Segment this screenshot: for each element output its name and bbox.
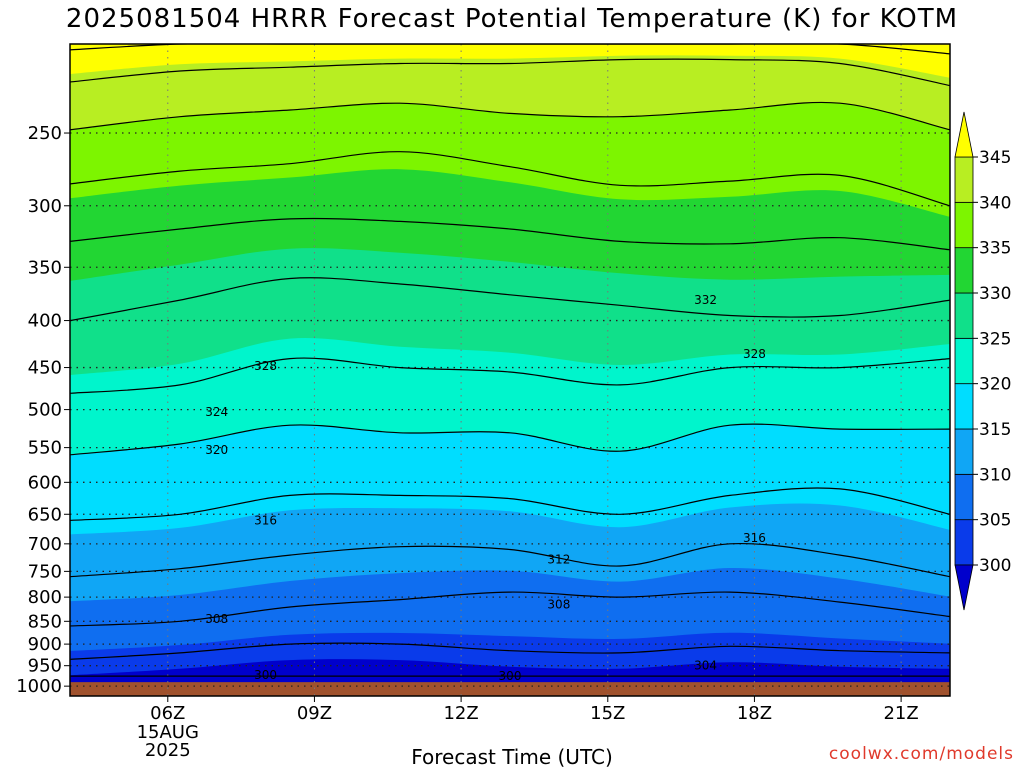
colorbar-under-triangle xyxy=(954,564,974,611)
contour-label-308-8: 308 xyxy=(205,612,228,626)
colorbar-band-340 xyxy=(954,156,974,203)
y-tick-label-400: 400 xyxy=(28,311,62,332)
contour-label-316-5: 316 xyxy=(254,513,277,527)
contour-label-316-6: 316 xyxy=(743,531,766,545)
x-tick-label-18Z: 18Z xyxy=(737,703,772,724)
colorbar-label-315: 315 xyxy=(979,420,1011,440)
colorbar-band-320 xyxy=(954,337,974,385)
isentrope-336 xyxy=(70,151,950,207)
y-tick-label-800: 800 xyxy=(28,587,62,608)
chart-title: 2025081504 HRRR Forecast Potential Tempe… xyxy=(65,4,959,34)
contour-label-328-1: 328 xyxy=(254,359,277,373)
ground-surface xyxy=(70,682,950,696)
colorbar-label-300: 300 xyxy=(979,556,1011,576)
temperature-colorbar: 300 305 310 315 320 325 330 335 340 345 xyxy=(954,111,1011,611)
y-tick-label-1000: 1000 xyxy=(16,676,62,697)
x-axis-label: Forecast Time (UTC) xyxy=(411,745,613,769)
colorbar-band-300 xyxy=(954,519,974,566)
contour-label-308-9: 308 xyxy=(547,598,570,612)
contour-label-324-3: 324 xyxy=(205,405,228,419)
isentrope-312 xyxy=(70,542,950,578)
colorbar-label-345: 345 xyxy=(979,148,1011,168)
contour-label-300-11: 300 xyxy=(254,668,277,682)
x-tick-label-21Z: 21Z xyxy=(883,703,918,724)
y-tick-label-750: 750 xyxy=(28,561,62,582)
y-tick-label-300: 300 xyxy=(28,196,62,217)
colorbar-label-310: 310 xyxy=(979,465,1011,485)
contour-label-304-10: 304 xyxy=(694,659,717,673)
isentrope-320 xyxy=(70,423,950,456)
x-tick-sublabel-1: 2025 xyxy=(145,740,191,761)
y-tick-label-700: 700 xyxy=(28,534,62,555)
colorbar-label-305: 305 xyxy=(979,511,1011,531)
colorbar-band-305 xyxy=(954,473,974,521)
isentrope-316 xyxy=(70,487,950,521)
contour-label-300-12: 300 xyxy=(499,669,522,683)
y-tick-label-650: 650 xyxy=(28,504,62,525)
isentrope-340 xyxy=(70,101,950,131)
colorbar-band-325 xyxy=(954,292,974,339)
colorbar-label-325: 325 xyxy=(979,329,1011,349)
y-tick-label-850: 850 xyxy=(28,611,62,632)
colorbar-band-310 xyxy=(954,428,974,475)
y-tick-label-550: 550 xyxy=(28,438,62,459)
colorbar-label-335: 335 xyxy=(979,239,1011,259)
isentrope-344 xyxy=(70,58,950,87)
isentrope-304 xyxy=(70,642,950,660)
colorbar-label-340: 340 xyxy=(979,193,1011,213)
y-tick-label-250: 250 xyxy=(28,123,62,144)
x-tick-label-06Z: 06Z xyxy=(150,703,185,724)
y-tick-label-350: 350 xyxy=(28,257,62,278)
contour-labels: 332 328 328 324 320 316 316 312 308 308 304 300 300 xyxy=(205,293,766,683)
colorbar-band-315 xyxy=(954,383,974,430)
isentrope-324 xyxy=(70,357,950,394)
y-tick-label-450: 450 xyxy=(28,358,62,379)
pressure-axis: 2503003504004505005506006507007508008509… xyxy=(16,123,70,697)
contour-label-332-0: 332 xyxy=(694,293,717,307)
colorbar-band-335 xyxy=(954,201,974,249)
contour-label-328-2: 328 xyxy=(743,347,766,361)
contour-label-320-4: 320 xyxy=(205,443,228,457)
isentrope-332 xyxy=(70,217,950,251)
colorbar-label-330: 330 xyxy=(979,284,1011,304)
x-tick-label-09Z: 09Z xyxy=(297,703,332,724)
x-tick-label-12Z: 12Z xyxy=(443,703,478,724)
colorbar-label-320: 320 xyxy=(979,375,1011,395)
y-tick-label-500: 500 xyxy=(28,400,62,421)
y-tick-label-900: 900 xyxy=(28,634,62,655)
isentrope-308 xyxy=(70,591,950,627)
x-tick-label-15Z: 15Z xyxy=(590,703,625,724)
x-tick-sublabel-0: 15AUG xyxy=(137,722,199,743)
colorbar-band-330 xyxy=(954,247,974,294)
isentrope-328 xyxy=(70,277,950,322)
source-credit: coolwx.com/models xyxy=(828,744,1014,764)
y-tick-label-950: 950 xyxy=(28,656,62,677)
isentrope-contours xyxy=(70,44,950,677)
plot-frame xyxy=(69,43,951,697)
colorbar-over-triangle xyxy=(954,111,974,158)
contour-label-312-7: 312 xyxy=(547,552,570,566)
y-tick-label-600: 600 xyxy=(28,472,62,493)
